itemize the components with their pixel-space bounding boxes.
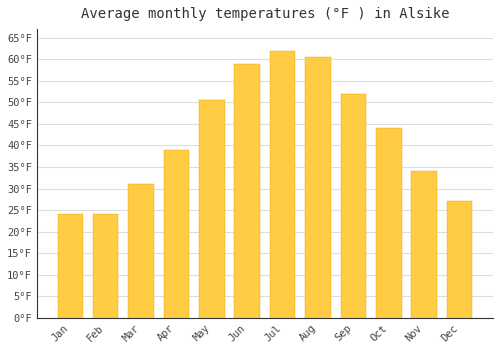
Bar xyxy=(93,215,118,318)
Bar xyxy=(128,184,154,318)
Bar xyxy=(340,94,366,318)
Bar xyxy=(376,128,402,318)
Bar xyxy=(58,215,83,318)
Bar xyxy=(199,100,224,318)
Bar xyxy=(164,150,189,318)
Title: Average monthly temperatures (°F ) in Alsike: Average monthly temperatures (°F ) in Al… xyxy=(80,7,449,21)
Bar xyxy=(412,171,437,318)
Bar xyxy=(447,202,472,318)
Bar xyxy=(234,64,260,318)
Bar xyxy=(306,57,331,318)
Bar xyxy=(270,51,295,318)
